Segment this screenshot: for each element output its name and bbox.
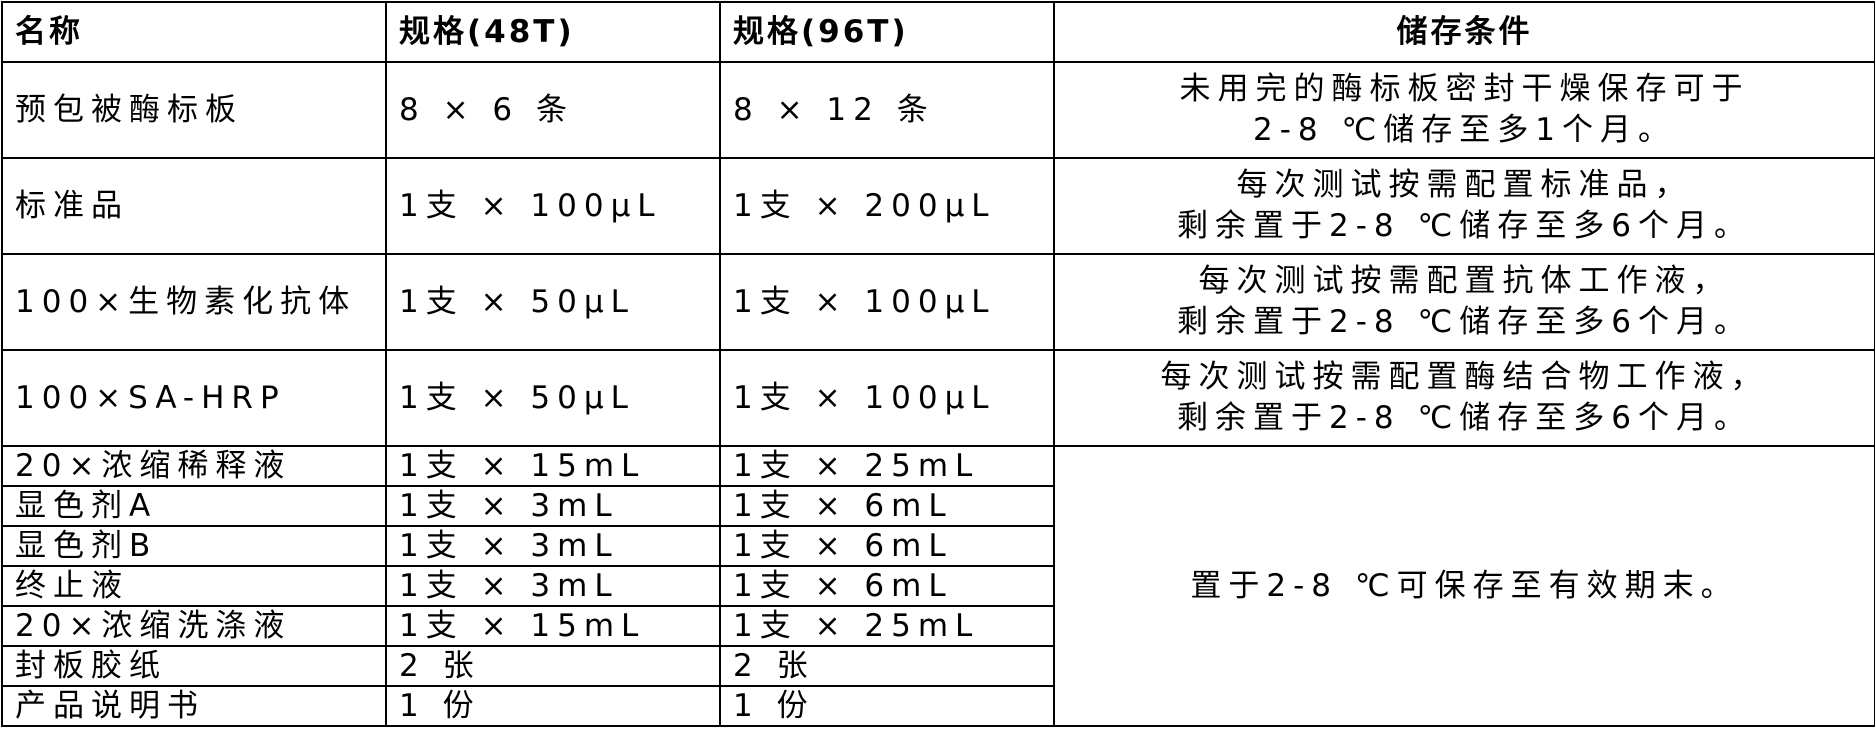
storage-line: 剩余置于2-8 ℃储存至多6个月。 — [1176, 304, 1753, 340]
component-name: 100×生物素化抗体 — [1, 253, 387, 351]
component-name: 20×浓缩稀释液 — [1, 445, 387, 487]
component-name: 显色剂A — [1, 485, 387, 527]
table-row: 显色剂B 1支 × 3mL 1支 × 6mL — [1, 525, 1875, 567]
header-spec-96t: 规格(96T) — [719, 1, 1055, 63]
kit-components-table: 名称 规格(48T) 规格(96T) 储存条件 预包被酶标板 8 × 6 条 8… — [1, 1, 1875, 727]
table-row: 显色剂A 1支 × 3mL 1支 × 6mL — [1, 485, 1875, 527]
header-spec-48t: 规格(48T) — [385, 1, 721, 63]
spec-96t: 1支 × 6mL — [719, 485, 1055, 527]
spec-96t: 1支 × 25mL — [719, 605, 1055, 647]
component-name: 标准品 — [1, 157, 387, 255]
spec-48t: 1支 × 15mL — [385, 445, 721, 487]
spec-48t: 1支 × 100μL — [385, 157, 721, 255]
spec-96t: 8 × 12 条 — [719, 61, 1055, 159]
table-row: 20×浓缩洗涤液 1支 × 15mL 1支 × 25mL — [1, 605, 1875, 647]
storage-condition: 每次测试按需配置抗体工作液， 剩余置于2-8 ℃储存至多6个月。 — [1053, 253, 1875, 351]
table-row: 20×浓缩稀释液 1支 × 15mL 1支 × 25mL 置于2-8 ℃可保存至有… — [1, 445, 1875, 727]
component-name: 20×浓缩洗涤液 — [1, 605, 387, 647]
component-name: 封板胶纸 — [1, 645, 387, 687]
spec-48t: 1支 × 3mL — [385, 525, 721, 567]
spec-96t: 1 份 — [719, 685, 1055, 727]
spec-48t: 1 份 — [385, 685, 721, 727]
table-row: 预包被酶标板 8 × 6 条 8 × 12 条 未用完的酶标板密封干燥保存可于 2-… — [1, 61, 1875, 159]
header-row: 名称 规格(48T) 规格(96T) 储存条件 — [1, 1, 1875, 63]
component-name: 产品说明书 — [1, 685, 387, 727]
spec-48t: 1支 × 3mL — [385, 485, 721, 527]
spec-48t: 1支 × 50μL — [385, 349, 721, 447]
component-name: 预包被酶标板 — [1, 61, 387, 159]
storage-line: 每次测试按需配置标准品， — [1236, 167, 1693, 203]
table-row: 100×生物素化抗体 1支 × 50μL 1支 × 100μL 每次测试按需配置抗… — [1, 253, 1875, 351]
storage-line: 每次测试按需配置酶结合物工作液， — [1160, 359, 1769, 395]
component-name: 显色剂B — [1, 525, 387, 567]
spec-96t: 1支 × 25mL — [719, 445, 1055, 487]
storage-condition: 每次测试按需配置标准品， 剩余置于2-8 ℃储存至多6个月。 — [1053, 157, 1875, 255]
table-row: 封板胶纸 2 张 2 张 — [1, 645, 1875, 687]
spec-96t: 1支 × 6mL — [719, 565, 1055, 607]
storage-condition-merged: 置于2-8 ℃可保存至有效期末。 — [1053, 445, 1875, 727]
header-name: 名称 — [1, 1, 387, 63]
storage-line: 剩余置于2-8 ℃储存至多6个月。 — [1176, 400, 1753, 436]
storage-line: 2-8 ℃储存至多1个月。 — [1252, 112, 1677, 148]
table-row: 产品说明书 1 份 1 份 — [1, 685, 1875, 727]
spec-96t: 2 张 — [719, 645, 1055, 687]
storage-condition: 每次测试按需配置酶结合物工作液， 剩余置于2-8 ℃储存至多6个月。 — [1053, 349, 1875, 447]
component-name: 终止液 — [1, 565, 387, 607]
storage-condition: 未用完的酶标板密封干燥保存可于 2-8 ℃储存至多1个月。 — [1053, 61, 1875, 159]
spec-48t: 1支 × 3mL — [385, 565, 721, 607]
header-storage: 储存条件 — [1053, 1, 1875, 63]
storage-line: 剩余置于2-8 ℃储存至多6个月。 — [1176, 208, 1753, 244]
component-name: 100×SA-HRP — [1, 349, 387, 447]
spec-48t: 1支 × 50μL — [385, 253, 721, 351]
spec-96t: 1支 × 100μL — [719, 349, 1055, 447]
spec-96t: 1支 × 6mL — [719, 525, 1055, 567]
spec-48t: 1支 × 15mL — [385, 605, 721, 647]
table-row: 标准品 1支 × 100μL 1支 × 200μL 每次测试按需配置标准品， 剩余置… — [1, 157, 1875, 255]
spec-96t: 1支 × 100μL — [719, 253, 1055, 351]
storage-line: 每次测试按需配置抗体工作液， — [1198, 263, 1731, 299]
spec-48t: 2 张 — [385, 645, 721, 687]
spec-96t: 1支 × 200μL — [719, 157, 1055, 255]
table-row: 100×SA-HRP 1支 × 50μL 1支 × 100μL 每次测试按需配置酶… — [1, 349, 1875, 447]
storage-line: 未用完的酶标板密封干燥保存可于 — [1179, 71, 1750, 107]
spec-48t: 8 × 6 条 — [385, 61, 721, 159]
table-row: 终止液 1支 × 3mL 1支 × 6mL — [1, 565, 1875, 607]
